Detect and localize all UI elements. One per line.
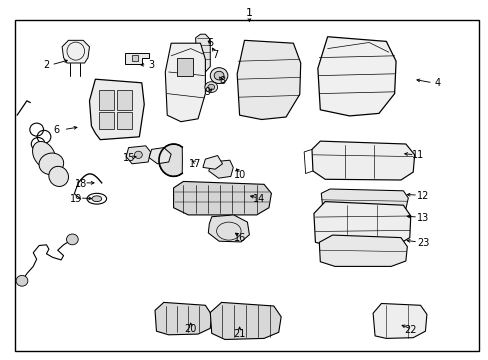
Polygon shape xyxy=(149,148,171,164)
Text: 2: 2 xyxy=(43,60,49,70)
Polygon shape xyxy=(321,189,407,212)
Ellipse shape xyxy=(204,82,217,93)
Polygon shape xyxy=(208,215,249,242)
Polygon shape xyxy=(99,90,114,110)
Polygon shape xyxy=(195,34,210,72)
Text: 18: 18 xyxy=(74,179,87,189)
Text: 17: 17 xyxy=(189,159,202,169)
Ellipse shape xyxy=(33,141,55,168)
Text: 21: 21 xyxy=(233,329,245,339)
Polygon shape xyxy=(210,302,281,339)
Text: 16: 16 xyxy=(233,233,245,243)
Text: 5: 5 xyxy=(207,38,213,48)
Text: 4: 4 xyxy=(434,78,440,88)
Text: 11: 11 xyxy=(411,150,424,160)
Text: 23: 23 xyxy=(416,238,428,248)
Polygon shape xyxy=(319,235,407,266)
Text: 9: 9 xyxy=(204,87,210,97)
Polygon shape xyxy=(126,146,150,164)
Ellipse shape xyxy=(92,196,102,202)
Text: 3: 3 xyxy=(148,60,154,70)
Text: 12: 12 xyxy=(416,191,428,201)
Polygon shape xyxy=(117,90,132,110)
Ellipse shape xyxy=(210,68,227,84)
Text: 20: 20 xyxy=(184,324,197,334)
Polygon shape xyxy=(117,112,132,129)
Text: 14: 14 xyxy=(252,194,265,204)
Ellipse shape xyxy=(49,166,68,186)
Polygon shape xyxy=(311,141,414,180)
Polygon shape xyxy=(132,55,138,61)
Polygon shape xyxy=(372,303,426,338)
Text: 8: 8 xyxy=(219,76,225,86)
Polygon shape xyxy=(317,37,395,116)
Polygon shape xyxy=(99,112,114,129)
Polygon shape xyxy=(62,40,89,63)
Text: 6: 6 xyxy=(53,125,59,135)
Polygon shape xyxy=(173,181,271,215)
Ellipse shape xyxy=(66,234,78,245)
Text: 13: 13 xyxy=(416,213,428,223)
Polygon shape xyxy=(177,58,193,76)
Text: 19: 19 xyxy=(69,194,82,204)
Text: 10: 10 xyxy=(233,170,245,180)
Text: 1: 1 xyxy=(245,8,252,18)
Polygon shape xyxy=(155,302,211,335)
Polygon shape xyxy=(159,144,182,176)
Polygon shape xyxy=(124,53,149,64)
Polygon shape xyxy=(203,156,222,169)
Ellipse shape xyxy=(214,71,224,80)
Ellipse shape xyxy=(16,275,28,286)
Ellipse shape xyxy=(207,84,214,90)
Polygon shape xyxy=(165,43,205,122)
Polygon shape xyxy=(313,202,410,247)
Polygon shape xyxy=(237,40,300,120)
Ellipse shape xyxy=(134,151,142,158)
Ellipse shape xyxy=(39,153,63,175)
Text: 15: 15 xyxy=(123,153,136,163)
Polygon shape xyxy=(89,79,144,140)
Text: 7: 7 xyxy=(212,50,218,60)
Polygon shape xyxy=(208,160,233,178)
Text: 22: 22 xyxy=(404,325,416,336)
